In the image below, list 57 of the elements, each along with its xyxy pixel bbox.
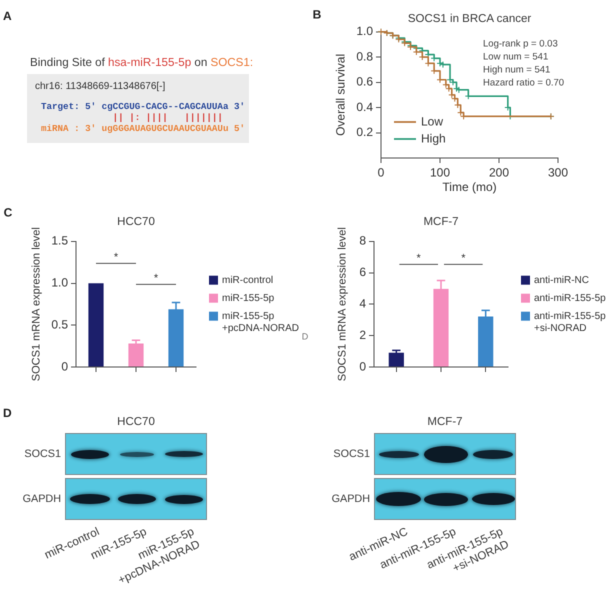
chart-title: MCF-7 [423, 216, 459, 228]
y-tick-label: 1.5 [51, 234, 68, 248]
y-tick-label: 0.8 [356, 49, 374, 64]
y-tick-label: 6 [359, 265, 366, 280]
category-label: GAPDH [22, 493, 61, 505]
category-label: GAPDH [332, 493, 370, 505]
y-tick-label: 0.2 [356, 125, 374, 140]
annotation: * [114, 251, 119, 264]
annotation: * [154, 272, 159, 284]
text: miRNA : 3′ ugGGGAUAGUGCUAAUCGUAAUu 5′ [41, 123, 245, 134]
y-tick-label: 8 [359, 234, 366, 248]
y-tick-label: 2 [359, 328, 366, 342]
x-axis-title: Time (mo) [442, 180, 497, 194]
legend-label: anti-miR-NC [534, 274, 589, 286]
y-tick-label: 1.0 [356, 24, 374, 38]
text: D [302, 331, 309, 342]
legend-label: Low [421, 114, 444, 128]
annotation: * [461, 252, 466, 264]
text: HCC70 [116, 415, 156, 430]
y-tick-label: 0 [359, 359, 366, 374]
y-axis-title: SOCS1 mRNA expression level [30, 227, 43, 382]
y-axis-title: Overall survival [334, 54, 348, 136]
annotation: Hazard ratio = 0.70 [483, 77, 564, 88]
text: Target: 5′ cgCCGUG-CACG--CAGCAUUAa 3′ [41, 101, 245, 112]
y-tick-label: 0.5 [51, 317, 68, 332]
legend-label: anti-miR-155-5p +si-NORAD [534, 310, 606, 334]
text: C [4, 205, 13, 220]
category-label: SOCS1 [24, 448, 61, 460]
x-tick-label: 0 [378, 166, 385, 180]
y-tick-label: 4 [359, 296, 366, 311]
x-tick-label: 200 [488, 166, 510, 180]
legend-label: miR-155-5p +pcDNA-NORAD [222, 310, 299, 334]
legend-label: miR-control [222, 274, 274, 286]
annotation: Low num = 541 [483, 51, 548, 62]
y-tick-label: 0 [61, 359, 68, 374]
text: B [312, 7, 322, 22]
legend-label: miR-155-5p [222, 292, 275, 304]
text: A [3, 8, 12, 24]
x-tick-label: 300 [548, 166, 568, 180]
text: D [3, 405, 12, 421]
annotation: * [416, 252, 422, 264]
category-label: SOCS1 [333, 448, 370, 460]
text: || |: |||| ||||||| [112, 112, 223, 123]
y-tick-label: 0.4 [356, 100, 374, 114]
y-tick-label: 1.0 [51, 276, 68, 290]
legend-label: High [421, 131, 446, 146]
annotation: High num = 541 [483, 64, 550, 76]
y-axis-title: SOCS1 mRNA expression level [336, 227, 349, 382]
text: chr16: 11348669-11348676[-] [35, 80, 166, 93]
legend-label: anti-miR-155-5p [534, 292, 606, 304]
text: MCF-7 [426, 415, 464, 430]
y-tick-label: 0.6 [356, 74, 374, 89]
annotation: Log-rank p = 0.03 [483, 38, 558, 50]
x-tick-label: 100 [430, 166, 450, 180]
chart-title: HCC70 [117, 216, 155, 228]
text: Binding Site of hsa-miR-155-5p on SOCS1: [30, 56, 254, 69]
chart-title: SOCS1 in BRCA cancer [408, 13, 532, 26]
